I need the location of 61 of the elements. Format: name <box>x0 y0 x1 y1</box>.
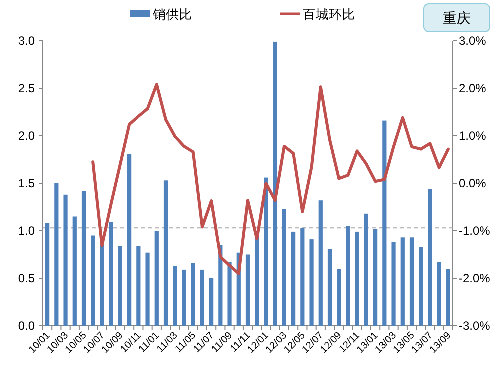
y2-tick-label: 3.0% <box>459 34 487 48</box>
bar <box>446 269 450 326</box>
bar <box>91 236 96 326</box>
bar <box>419 247 424 326</box>
bar <box>382 120 387 326</box>
bar <box>337 269 342 326</box>
bar <box>118 246 122 326</box>
bar <box>437 262 442 326</box>
y2-tick-label: 0.0% <box>459 176 487 190</box>
bar <box>246 254 250 326</box>
bar <box>282 209 286 326</box>
bar <box>364 214 368 326</box>
bar <box>128 154 132 326</box>
bar <box>100 245 104 326</box>
bar <box>191 263 196 326</box>
bar <box>300 228 305 326</box>
bar <box>264 178 268 326</box>
bar <box>173 266 178 326</box>
line-series <box>92 83 450 276</box>
y-tick-label: 1.5 <box>18 176 36 190</box>
text: 重庆 <box>443 10 471 26</box>
y2-tick-label: -1.0% <box>459 224 491 238</box>
y-tick-label: 0.0 <box>18 319 36 333</box>
bar <box>200 270 204 326</box>
bar <box>54 184 59 326</box>
bar <box>346 226 350 326</box>
bar <box>82 191 86 326</box>
bar <box>46 223 50 326</box>
bar <box>355 232 360 326</box>
y-tick-label: 0.5 <box>18 272 36 286</box>
bar <box>136 246 141 326</box>
bar <box>392 242 396 326</box>
bar <box>109 222 114 326</box>
bar <box>310 240 314 326</box>
y2-tick-label: 1.0% <box>459 129 487 143</box>
bar <box>210 278 214 326</box>
y2-tick-label: -2.0% <box>459 272 491 286</box>
y-tick-label: 2.5 <box>18 82 36 96</box>
y-tick-label: 3.0 <box>18 34 36 48</box>
bar <box>154 231 159 326</box>
y-tick-label: 1.0 <box>18 224 36 238</box>
legend-label: 百城环比 <box>303 7 355 22</box>
y2-tick-label: -3.0% <box>459 319 491 333</box>
bar <box>400 238 405 326</box>
legend-label: 销供比 <box>152 7 192 22</box>
bar <box>164 180 168 326</box>
bar <box>273 42 278 326</box>
bar <box>410 238 414 326</box>
bar <box>374 229 378 326</box>
bar <box>328 249 332 326</box>
bar <box>318 200 323 326</box>
bar <box>72 216 77 326</box>
y-tick-label: 2.0 <box>18 129 36 143</box>
bar <box>64 194 68 326</box>
bar <box>228 262 232 326</box>
bar <box>292 232 296 326</box>
bar <box>428 189 432 326</box>
bar <box>182 270 186 326</box>
bar <box>146 252 150 326</box>
y2-tick-label: 2.0% <box>459 82 487 96</box>
bar <box>255 236 260 326</box>
